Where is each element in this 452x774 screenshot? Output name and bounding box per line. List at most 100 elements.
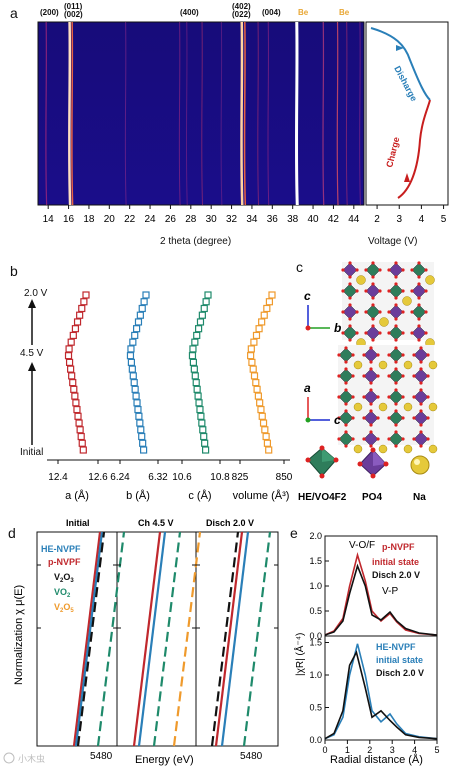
exafs-ytick-top: 2.0 bbox=[309, 531, 322, 541]
heatmap-tick-label: 44 bbox=[348, 214, 360, 225]
col-title-disch20: Disch 2.0 V bbox=[206, 518, 254, 528]
lattice-point bbox=[191, 338, 199, 346]
xrd-peak-line-1 bbox=[68, 21, 72, 206]
legend-vo4f2-icon bbox=[305, 445, 339, 479]
xrd-peak-line-3 bbox=[124, 21, 127, 206]
lattice-point bbox=[142, 291, 150, 299]
lattice-point bbox=[64, 352, 73, 360]
exafs-top-plot bbox=[324, 535, 438, 637]
xanes-xtick-1: 5480 bbox=[90, 751, 113, 762]
lattice-point bbox=[65, 345, 73, 353]
lattice-axes: a (Å) 12.4 12.6 b (Å) 6.24 6.32 c (Å) 10.6 10.8v… bbox=[48, 460, 293, 502]
exafs-ytick-bottom: 1.0 bbox=[309, 670, 322, 680]
lattice-point bbox=[200, 304, 208, 313]
bottom-legend-henvpf: HE-NVPF bbox=[376, 642, 416, 652]
axis-top-horizontal: b bbox=[334, 321, 341, 335]
lattice-point bbox=[262, 432, 270, 441]
lattice-point bbox=[137, 426, 145, 434]
xrd-peak-line-7 bbox=[220, 21, 223, 206]
voltage-tick-label: 3 bbox=[396, 214, 402, 225]
peak-label-be1: Be bbox=[298, 8, 309, 17]
heatmap-tick-label: 38 bbox=[287, 214, 299, 225]
lattice-point bbox=[65, 358, 74, 366]
xanes-edge-line bbox=[210, 531, 240, 747]
xanes-edge-line bbox=[137, 531, 167, 747]
state-bottom-label: Initial bbox=[20, 447, 43, 458]
exafs-xtick: 5 bbox=[434, 745, 439, 755]
top-legend-disch: Disch 2.0 V bbox=[372, 570, 420, 580]
exafs-xtick: 2 bbox=[367, 745, 372, 755]
lattice-xlabel-3: volume (Å³) bbox=[233, 489, 290, 502]
exafs-ytick-bottom: 0.5 bbox=[309, 703, 322, 713]
lattice-point bbox=[78, 304, 86, 313]
xrd-peak-line-16 bbox=[359, 21, 361, 206]
lattice-point bbox=[136, 311, 144, 319]
top-legend-pnvpf: p-NVPF bbox=[382, 542, 415, 552]
exafs-ytick-top: 1.5 bbox=[309, 556, 322, 566]
heatmap-tick-label: 36 bbox=[267, 214, 279, 225]
peak-label-be2: Be bbox=[339, 8, 350, 17]
lattice-point bbox=[131, 385, 139, 393]
lattice-point bbox=[260, 311, 268, 319]
lattice-point bbox=[69, 331, 77, 340]
lattice-point bbox=[82, 291, 90, 299]
lattice-xlabel-0: a (Å) bbox=[65, 489, 89, 502]
xrd-peak-line-5 bbox=[185, 21, 188, 206]
legend-po4-icon bbox=[357, 447, 389, 479]
peak-label-200: (200) bbox=[40, 8, 59, 17]
lattice-point bbox=[250, 372, 259, 380]
peak-label-004: (004) bbox=[262, 8, 281, 17]
lattice-point bbox=[194, 392, 202, 400]
annot-vp: V-P bbox=[382, 586, 398, 597]
lattice-point bbox=[250, 338, 258, 346]
exafs-ytick-bottom: 0.0 bbox=[309, 735, 322, 745]
lattice-point bbox=[255, 325, 263, 333]
xanes-edge-line bbox=[96, 531, 126, 747]
lattice-point bbox=[129, 372, 137, 380]
panel-b-label: b bbox=[10, 263, 18, 279]
xanes-ylabel: Normalization χ μ(E) bbox=[13, 585, 25, 685]
legend-v2o3: V2O3 bbox=[54, 572, 74, 584]
lattice-point bbox=[204, 291, 212, 299]
lattice-point bbox=[138, 304, 146, 313]
legend-po4-text: PO4 bbox=[362, 492, 382, 503]
lattice-tick-label: 6.32 bbox=[148, 472, 168, 483]
xrd-peak-line-10 bbox=[257, 21, 260, 206]
xrd-peak-line-14 bbox=[336, 21, 339, 206]
xanes-edge-line bbox=[74, 531, 104, 747]
axis-bottom-vertical: a bbox=[304, 381, 311, 395]
lattice-point bbox=[131, 331, 139, 340]
heatmap-tick-label: 22 bbox=[124, 214, 136, 225]
xanes-xlabel: Energy (eV) bbox=[135, 754, 194, 766]
lattice-point bbox=[127, 358, 135, 366]
lattice-point bbox=[200, 432, 208, 441]
lattice-point bbox=[254, 392, 262, 400]
legend-v2o5: V2O5 bbox=[54, 602, 74, 614]
crystal-structure-top bbox=[341, 261, 435, 348]
lattice-point bbox=[198, 311, 206, 319]
lattice-point bbox=[73, 405, 81, 414]
voltage-profile: Disharge Charge bbox=[365, 21, 449, 206]
exafs-curve bbox=[324, 643, 438, 740]
peak-labels: (200) (011) (002) (400) (402) (022) (004… bbox=[40, 2, 350, 19]
lattice-point bbox=[258, 412, 266, 420]
lattice-point bbox=[77, 432, 85, 441]
xanes-plot bbox=[36, 531, 279, 747]
xrd-peak-line-9 bbox=[243, 21, 247, 206]
xanes-edge-line bbox=[76, 531, 106, 747]
lattice-point bbox=[193, 385, 201, 393]
lattice-point bbox=[67, 365, 75, 373]
watermark: 小木虫 bbox=[3, 752, 45, 764]
lattice-point bbox=[76, 311, 84, 319]
lattice-point bbox=[80, 298, 88, 306]
lattice-point bbox=[195, 399, 203, 407]
lattice-point bbox=[73, 318, 82, 326]
heatmap-tick-label: 28 bbox=[185, 214, 197, 225]
xrd-peak-line-12 bbox=[294, 21, 299, 206]
heatmap-tick-label: 24 bbox=[145, 214, 157, 225]
lattice-plots bbox=[64, 291, 276, 454]
xanes-edge-line bbox=[132, 531, 162, 747]
lattice-point bbox=[198, 419, 206, 427]
exafs-xtick: 1 bbox=[345, 745, 350, 755]
crystal-structure-bottom bbox=[337, 345, 438, 454]
